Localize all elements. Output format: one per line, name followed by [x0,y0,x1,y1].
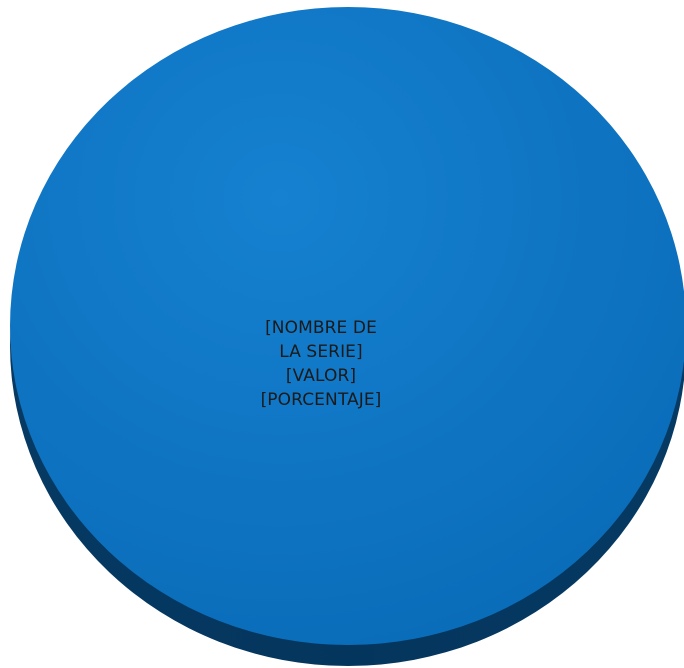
slice-data-label: [NOMBRE DE LA SERIE] [VALOR] [PORCENTAJE… [221,316,421,412]
data-label-value: [VALOR] [285,366,357,386]
data-label-percentage: [PORCENTAJE] [260,390,382,410]
data-label-series-name-line2: LA SERIE] [279,342,363,362]
data-label-series-name-line1: [NOMBRE DE [265,318,377,338]
pie-slice-1 [10,7,684,645]
